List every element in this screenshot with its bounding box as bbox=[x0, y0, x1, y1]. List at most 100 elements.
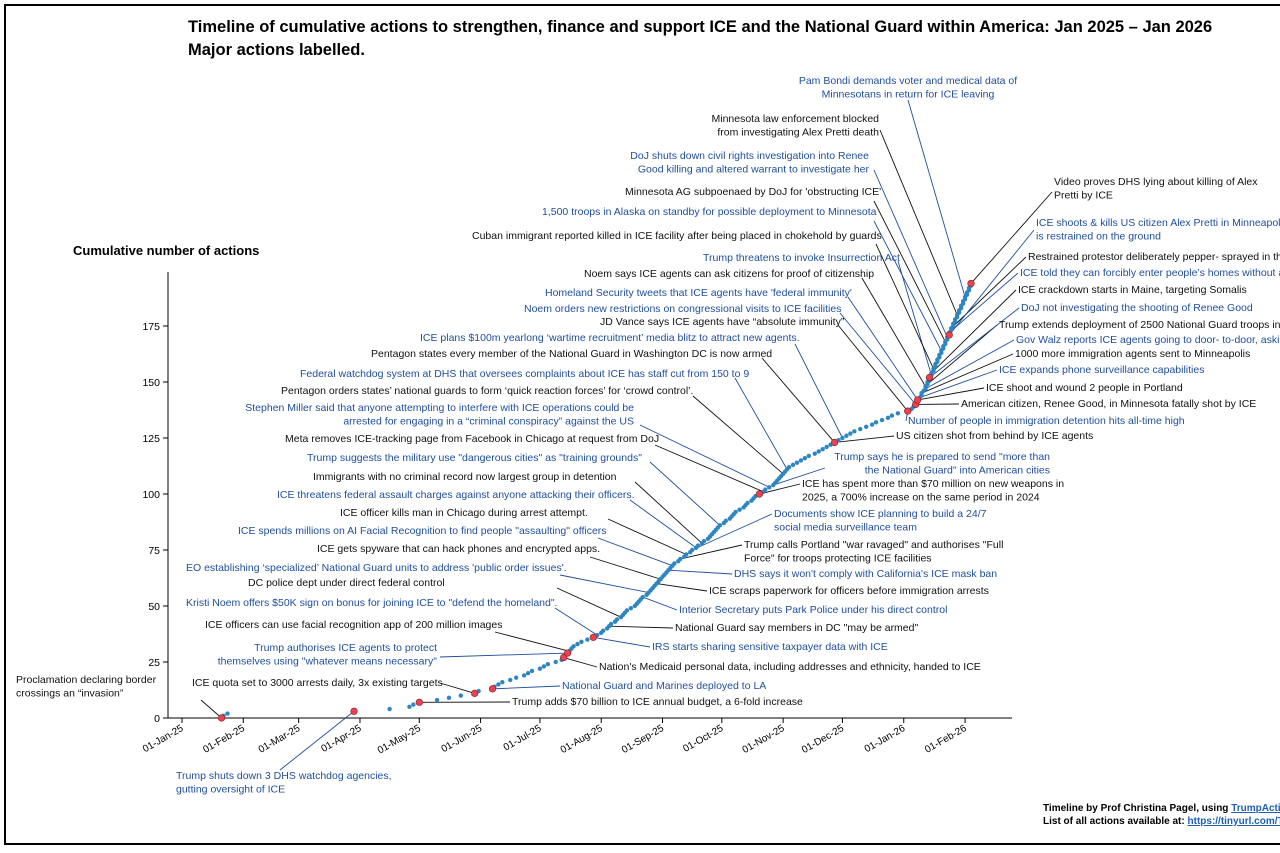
annotation-line: ICE shoot and wound 2 people in Portland bbox=[986, 382, 1183, 394]
highlighted-point bbox=[415, 698, 423, 706]
credit-line2: List of all actions available at: https:… bbox=[1043, 816, 1280, 827]
annotation-label: Minnesota law enforcement blocked from in… bbox=[711, 113, 879, 139]
annotation-label: Restrained protestor deliberately pepper… bbox=[1028, 251, 1280, 263]
credit-text: Timeline by Prof Christina Pagel, using bbox=[1043, 803, 1232, 814]
annotation-line: ICE told they can forcibly enter people’… bbox=[1020, 267, 1280, 279]
annotation-line: EO establishing ‘specialized’ National G… bbox=[186, 562, 567, 574]
x-tick-label: 01-Jan-26 bbox=[863, 723, 908, 755]
annotation-leader bbox=[907, 99, 966, 298]
annotation-line: Pentagon states every member of the Nati… bbox=[371, 348, 772, 360]
annotation-line: is restrained on the ground bbox=[1036, 231, 1161, 243]
data-point bbox=[521, 673, 527, 678]
credit-link-2[interactable]: https://tinyurl.com/Tru bbox=[1187, 816, 1280, 827]
data-point bbox=[873, 420, 879, 425]
data-point bbox=[640, 594, 645, 600]
annotation-label: Noem says ICE agents can ask citizens fo… bbox=[584, 268, 874, 280]
annotation-leader bbox=[948, 272, 1019, 334]
data-point bbox=[585, 637, 590, 642]
annotation-label: ICE scraps paperwork for officers before… bbox=[709, 585, 989, 597]
annotation-label: ICE told they can forcibly enter people’… bbox=[1020, 267, 1280, 279]
annotation-line: Cuban immigrant reported killed in ICE f… bbox=[472, 230, 882, 242]
annotation-line: ICE officers can use facial recognition … bbox=[205, 619, 502, 631]
data-point bbox=[513, 675, 519, 680]
annotation-label: Immigrants with no criminal record now l… bbox=[313, 471, 617, 483]
annotation-line: Immigrants with no criminal record now l… bbox=[313, 471, 617, 483]
annotation-line: ICE scraps paperwork for officers before… bbox=[709, 585, 989, 597]
data-point bbox=[537, 666, 543, 671]
data-point bbox=[895, 411, 901, 416]
data-point bbox=[541, 664, 547, 669]
data-point bbox=[407, 704, 412, 709]
y-tick-label: 125 bbox=[142, 433, 160, 445]
annotation-leader bbox=[279, 710, 355, 771]
annotation-leader bbox=[875, 243, 934, 369]
annotation-leader bbox=[734, 377, 788, 470]
y-tick-label: 150 bbox=[142, 377, 160, 389]
credit-text-2: List of all actions available at: bbox=[1043, 816, 1188, 827]
annotation-line: Pentagon orders states’ national guards … bbox=[281, 385, 693, 397]
annotation-line: Interior Secretary puts Park Police unde… bbox=[679, 604, 947, 616]
annotation-leader bbox=[948, 229, 1035, 336]
annotation-leader bbox=[847, 296, 918, 401]
data-point bbox=[824, 444, 829, 450]
data-point bbox=[889, 413, 895, 418]
annotation-line: 1000 more immigration agents sent to Min… bbox=[1015, 348, 1250, 360]
x-tick-label: 01-Jul-25 bbox=[502, 723, 544, 754]
annotation-label: Pentagon states every member of the Nati… bbox=[371, 348, 772, 360]
annotation-line: 2025, a 700% increase on the same period… bbox=[802, 492, 1040, 504]
data-point bbox=[852, 429, 857, 434]
annotation-label: Trump adds $70 billion to ICE annual bud… bbox=[512, 696, 803, 708]
annotation-line: IRS starts sharing sensitive taxpayer da… bbox=[652, 641, 888, 653]
x-tick-label: 01-Oct-25 bbox=[681, 723, 725, 755]
highlighted-point bbox=[925, 373, 934, 382]
annotation-leader bbox=[439, 652, 568, 658]
annotation-label: JD Vance says ICE agents have “absolute … bbox=[600, 316, 845, 328]
data-point bbox=[571, 644, 576, 649]
annotation-line: Gov Walz reports ICE agents going to doo… bbox=[1016, 334, 1280, 346]
highlighted-point bbox=[589, 633, 597, 641]
annotation-leader bbox=[656, 583, 708, 592]
annotation-label: Documents show ICE planning to build a 2… bbox=[774, 508, 987, 534]
data-point bbox=[848, 431, 853, 436]
annotation-label: Minnesota AG subpoenaed by DoJ for 'obst… bbox=[625, 186, 881, 198]
x-tick-label: 01-Jun-25 bbox=[440, 723, 485, 755]
annotation-line: Trump adds $70 billion to ICE annual bud… bbox=[512, 696, 803, 708]
annotation-label: ICE threatens federal assault charges ag… bbox=[277, 489, 635, 501]
annotation-leader bbox=[897, 260, 932, 376]
annotation-label: 1000 more immigration agents sent to Min… bbox=[1015, 348, 1250, 360]
annotation-line: ICE expands phone surveillance capabilit… bbox=[999, 364, 1204, 376]
highlighted-point bbox=[913, 396, 922, 404]
data-point bbox=[723, 518, 728, 524]
highlighted-point bbox=[488, 685, 497, 693]
annotation-line: Noem orders new restrictions on congress… bbox=[524, 303, 841, 315]
annotation-label: Kristi Noem offers $50K sign on bonus fo… bbox=[186, 597, 557, 609]
y-tick-label: 50 bbox=[148, 601, 160, 613]
data-point bbox=[672, 561, 677, 566]
x-tick-label: 01-Jan-25 bbox=[141, 723, 186, 755]
annotation-label: Homeland Security tweets that ICE agents… bbox=[545, 287, 852, 299]
annotation-line: Noem says ICE agents can ask citizens fo… bbox=[584, 268, 874, 280]
annotation-label: DoJ not investigating the shooting of Re… bbox=[1021, 302, 1253, 314]
annotation-leader bbox=[654, 444, 764, 493]
data-point bbox=[717, 523, 723, 528]
annotation-leader bbox=[921, 353, 1014, 394]
credit-link[interactable]: TrumpActionTr bbox=[1231, 803, 1280, 814]
annotation-label: ICE quota set to 3000 arrests daily, 3x … bbox=[192, 677, 443, 689]
data-point bbox=[885, 415, 891, 421]
annotation-line: arrested for engaging in a “criminal con… bbox=[343, 416, 634, 428]
annotation-label: ICE shoots & kills US citizen Alex Prett… bbox=[1036, 217, 1280, 243]
data-point bbox=[525, 671, 531, 676]
data-point bbox=[553, 659, 558, 665]
annotation-line: American citizen, Renee Good, in Minneso… bbox=[961, 398, 1256, 410]
data-point bbox=[614, 617, 620, 622]
annotation-label: Trump says he is prepared to send "more … bbox=[834, 451, 1050, 477]
annotation-labels: Proclamation declaring border crossings a… bbox=[16, 75, 1280, 796]
annotation-label: IRS starts sharing sensitive taxpayer da… bbox=[652, 641, 888, 653]
annotation-label: Video proves DHS lying about killing of … bbox=[1054, 176, 1258, 202]
data-point bbox=[844, 433, 849, 438]
annotation-line: Trump calls Portland "war ravaged" and a… bbox=[744, 539, 1003, 551]
data-point bbox=[628, 606, 634, 611]
x-tick-label: 01-Apr-25 bbox=[319, 723, 363, 755]
data-point bbox=[701, 538, 707, 544]
